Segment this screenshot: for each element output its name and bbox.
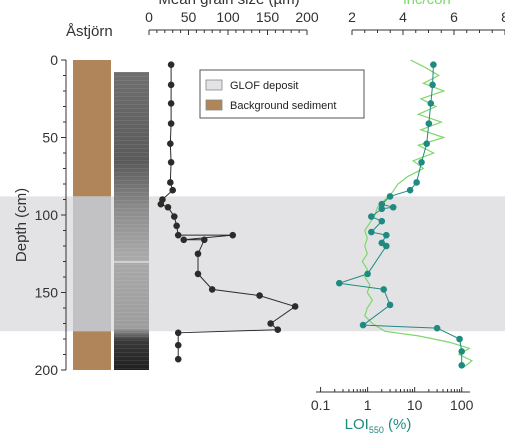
loi-tick-label: 10 [407, 397, 423, 413]
grain-size-point [167, 179, 174, 186]
grain-size-point [274, 326, 282, 334]
grain-size-point [167, 120, 175, 127]
grain-size-point [291, 303, 299, 310]
lithology-segment-2 [73, 331, 111, 370]
grain-size-point [194, 270, 202, 278]
grain-size-point [174, 231, 182, 239]
loi-point [425, 120, 433, 127]
loi-tick-label: 0.1 [311, 397, 331, 413]
loi-point [427, 100, 435, 107]
core-image [114, 72, 149, 370]
loi-point [458, 362, 466, 369]
depth-tick-label: 50 [42, 130, 58, 146]
loi-title-main: LOI [345, 416, 369, 433]
grain-size-point [256, 292, 263, 299]
grain-tick-label: 100 [216, 9, 240, 25]
lithology-column [73, 60, 111, 370]
loi-point [413, 179, 420, 186]
loi-point [423, 140, 430, 147]
loi-point [386, 193, 394, 200]
grain-size-series [157, 61, 299, 363]
loi-series [335, 61, 466, 369]
inc-tick-label: 4 [399, 9, 407, 25]
loi-tick-label: 100 [450, 397, 474, 413]
loi-point [458, 348, 466, 355]
inc-coh-axis-title: inc/coh [403, 0, 451, 8]
loi-axis-title: LOI550 (%) [345, 416, 412, 435]
core-label: Åstjörn [66, 23, 113, 40]
loi-point [378, 200, 386, 208]
legend-label-background: Background sediment [230, 100, 336, 112]
grain-size-point [167, 100, 175, 107]
loi-point [378, 205, 386, 213]
grain-size-point [229, 231, 237, 239]
grain-size-point [167, 61, 175, 68]
loi-point [368, 213, 375, 220]
depth-tick-label: 200 [35, 362, 59, 378]
grain-size-point [164, 203, 172, 211]
loi-point [433, 324, 441, 332]
loi-point [418, 159, 425, 166]
loi-axis: 0.1 1 10 100 [311, 387, 474, 413]
legend: GLOF deposit Background sediment [199, 69, 365, 119]
grain-size-point [167, 81, 175, 89]
legend-swatch-glof [205, 79, 223, 91]
loi-point [456, 335, 463, 343]
grain-size-point [201, 236, 208, 244]
grain-size-point [208, 286, 216, 293]
loi-point [380, 286, 388, 293]
grain-size-axis: 0 50 100 150 200 [145, 9, 319, 35]
loi-point [383, 242, 390, 250]
loi-point [368, 228, 375, 236]
loi-tick-label: 1 [364, 397, 372, 413]
loi-point [430, 61, 437, 68]
grain-size-point [173, 222, 180, 230]
grain-tick-label: 50 [181, 9, 197, 25]
loi-point [406, 186, 414, 194]
depth-tick-label: 0 [50, 52, 58, 68]
loi-title-unit: (%) [384, 416, 412, 433]
depth-tick-label: 150 [35, 285, 59, 301]
loi-point [378, 217, 386, 225]
grain-size-point [194, 250, 202, 258]
grain-size-point [167, 140, 174, 147]
loi-point [389, 203, 397, 211]
depth-axis-title: Depth (cm) [13, 188, 30, 262]
loi-point [386, 301, 394, 309]
grain-tick-label: 150 [256, 9, 280, 25]
grain-tick-label: 200 [295, 9, 319, 25]
loi-point [335, 279, 343, 287]
grain-size-point [157, 200, 165, 208]
lithology-segment-0 [73, 60, 111, 197]
legend-label-glof: GLOF deposit [230, 80, 298, 92]
loi-point [383, 231, 390, 239]
grain-tick-label: 0 [145, 9, 153, 25]
grain-size-point [174, 341, 182, 349]
grain-size-point [180, 236, 188, 244]
grain-size-axis-title: Mean grain size (µm) [158, 0, 299, 8]
loi-point [359, 321, 367, 329]
depth-tick-label: 100 [35, 207, 59, 223]
lithology-segment-1 [73, 196, 111, 332]
grain-size-point [169, 186, 176, 194]
grain-size-point [174, 329, 182, 337]
loi-point [364, 270, 371, 278]
grain-size-point [267, 320, 274, 327]
loi-title-sub: 550 [369, 425, 384, 435]
inc-coh-axis: 2 4 6 8 [348, 9, 505, 35]
legend-swatch-background [205, 99, 223, 111]
grain-size-point [170, 213, 178, 220]
depth-axis: 0 50 100 150 200 [35, 52, 67, 378]
inc-tick-label: 2 [348, 9, 356, 25]
grain-size-point [174, 355, 182, 363]
inc-tick-label: 8 [501, 9, 505, 25]
inc-tick-label: 6 [450, 9, 458, 25]
grain-size-point [167, 159, 175, 166]
loi-point [429, 81, 436, 89]
